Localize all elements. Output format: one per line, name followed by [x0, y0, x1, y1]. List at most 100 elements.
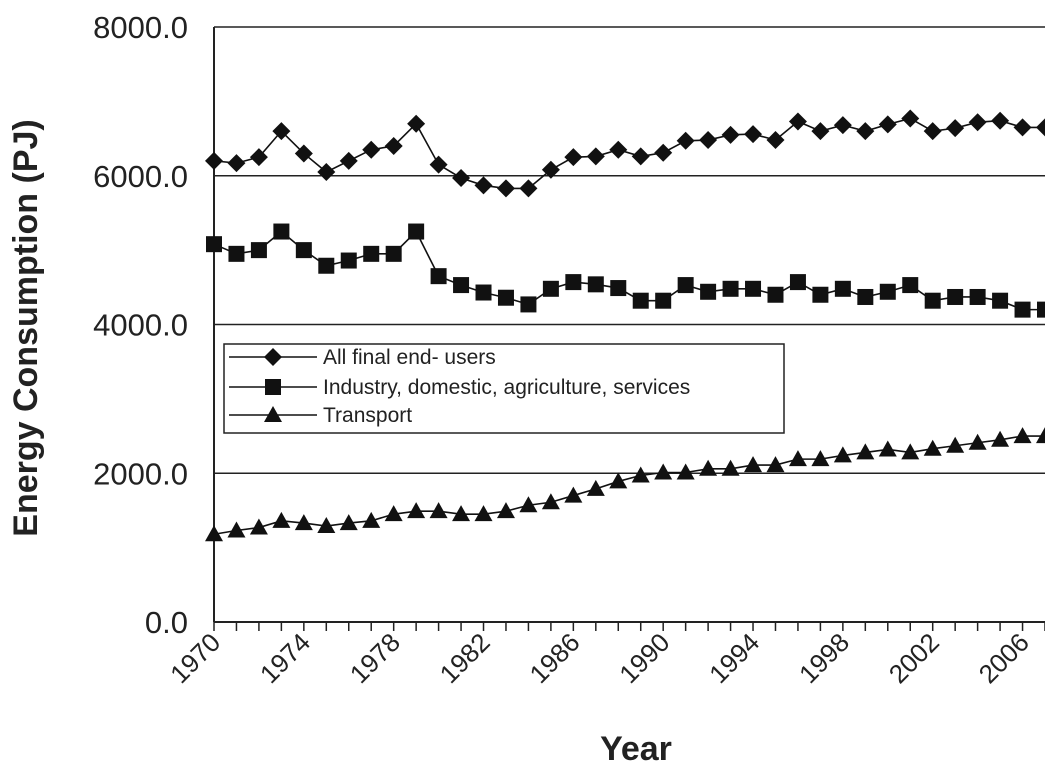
x-tick-label: 2006	[973, 627, 1035, 689]
data-point	[474, 176, 493, 195]
data-point	[429, 502, 448, 519]
data-point	[496, 502, 515, 519]
data-point	[587, 276, 604, 293]
data-point	[496, 179, 515, 198]
x-tick-label: 1974	[254, 627, 316, 689]
data-point	[901, 109, 920, 128]
legend-box	[223, 343, 785, 434]
data-point	[766, 131, 785, 150]
data-point	[407, 114, 426, 133]
data-point	[519, 496, 538, 513]
data-point	[362, 140, 381, 159]
data-point	[788, 450, 807, 467]
x-tick-label: 2002	[883, 627, 945, 689]
data-point	[1037, 301, 1045, 318]
series-triangle	[205, 427, 1045, 542]
data-point	[699, 459, 718, 476]
data-point	[878, 440, 897, 457]
data-point	[946, 119, 965, 138]
data-point	[542, 280, 559, 297]
data-point	[250, 242, 267, 259]
data-point	[541, 160, 560, 179]
data-point	[227, 521, 246, 538]
series-line	[213, 117, 1045, 190]
data-point	[878, 115, 897, 134]
data-point	[272, 511, 291, 528]
legend: All final end- users Industry, domestic, …	[223, 343, 785, 434]
data-point	[272, 122, 291, 141]
data-point	[384, 505, 403, 522]
data-point	[453, 277, 470, 294]
data-point	[856, 443, 875, 460]
x-tick-labels: 1970 1974 1978 1982 1986 1990 1994 1998 2002 2006	[164, 627, 1035, 689]
data-point	[923, 122, 942, 141]
legend-label: All final end- users	[323, 346, 496, 369]
data-point	[384, 137, 403, 155]
data-point	[385, 245, 402, 262]
data-point	[923, 439, 942, 456]
data-point	[294, 144, 313, 163]
data-point	[767, 286, 784, 303]
data-point	[452, 168, 471, 187]
data-point	[699, 131, 718, 150]
data-point	[901, 443, 920, 460]
y-tick-label: 8000.0	[93, 10, 188, 45]
data-point	[721, 125, 740, 144]
data-point	[1014, 301, 1031, 318]
data-point	[677, 277, 694, 294]
y-tick-label: 4000.0	[93, 308, 188, 343]
x-tick-label: 1978	[344, 627, 406, 689]
data-point	[249, 148, 268, 167]
data-point	[475, 284, 492, 301]
data-point	[811, 450, 830, 467]
data-point	[632, 292, 649, 309]
data-point	[586, 479, 605, 496]
y-tick-label: 0.0	[145, 605, 188, 640]
data-point	[564, 148, 583, 167]
data-point	[745, 280, 762, 297]
data-point	[812, 286, 829, 303]
data-point	[408, 223, 425, 240]
data-point	[968, 113, 987, 132]
data-point	[317, 163, 336, 182]
x-axis-title: Year	[600, 730, 672, 764]
data-point	[339, 514, 358, 531]
data-point	[766, 456, 785, 473]
data-point	[205, 151, 223, 170]
data-point	[968, 433, 987, 450]
data-point	[722, 280, 739, 297]
legend-marker	[264, 406, 282, 422]
data-point	[700, 283, 717, 300]
data-point	[407, 502, 426, 519]
data-point	[206, 236, 222, 253]
series-square	[206, 223, 1045, 318]
data-point	[789, 274, 806, 291]
data-point	[452, 505, 471, 522]
y-tick-label: 2000.0	[93, 456, 188, 491]
data-point	[992, 292, 1009, 309]
data-point	[565, 274, 582, 291]
data-point	[273, 223, 290, 240]
y-axis-title: Energy Consumption (PJ)	[7, 119, 45, 536]
y-tick-labels: 0.0 2000.0 4000.0 6000.0 8000.0	[93, 10, 188, 640]
series-layer	[205, 109, 1045, 542]
legend-label: Transport	[323, 404, 412, 427]
data-point	[947, 288, 964, 305]
data-point	[676, 463, 695, 480]
data-point	[340, 252, 357, 269]
data-point	[362, 511, 381, 528]
data-point	[474, 505, 493, 522]
data-point	[610, 280, 627, 297]
data-point	[1013, 118, 1032, 137]
x-tick-label: 1982	[434, 627, 496, 689]
data-point	[654, 463, 673, 480]
data-point	[249, 518, 268, 535]
data-point	[317, 517, 336, 534]
data-point	[902, 277, 919, 294]
x-tick-label: 1998	[793, 627, 855, 689]
data-point	[609, 472, 628, 489]
x-tick-marks	[213, 622, 1045, 631]
data-point	[564, 486, 583, 503]
x-tick-label: 1986	[523, 627, 585, 689]
data-point	[227, 154, 246, 173]
